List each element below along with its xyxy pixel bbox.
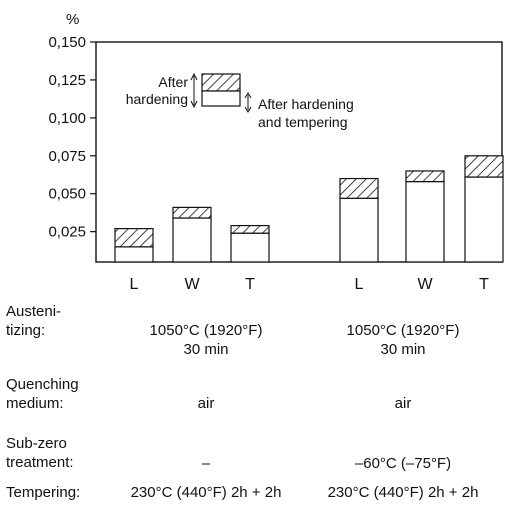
bar-hardened — [405, 170, 445, 183]
austenitizing-group2: 1050°C (1920°F) 30 min — [346, 322, 460, 358]
legend-label-hardening: After hardening — [126, 74, 189, 107]
legend-arrow-head-up — [244, 92, 252, 99]
austenitizing-group1: 1050°C (1920°F) 30 min — [149, 322, 263, 358]
plot-frame — [95, 41, 503, 263]
y-tick-label: 0,025 — [48, 224, 86, 241]
bar-hardened — [114, 228, 154, 248]
x-tick-label: L — [130, 276, 139, 293]
bar-tempered — [464, 176, 504, 263]
y-tick-label: 0,125 — [48, 72, 86, 89]
x-tick-label: T — [479, 276, 489, 293]
subzero-label: Sub-zero treatment: — [6, 435, 74, 471]
tempering-label: Tempering: — [6, 484, 81, 501]
x-tick-label: T — [245, 276, 255, 293]
bar-tempered — [339, 197, 379, 263]
quenching-group1: air — [197, 395, 215, 412]
y-tick-label: 0,100 — [48, 110, 86, 127]
bar-tempered — [230, 232, 270, 263]
y-tick-label: 0,050 — [48, 186, 86, 203]
tempering-group1: 230°C (440°F) 2h + 2h — [130, 484, 282, 501]
bar-tempered — [114, 246, 154, 263]
bar-tempered — [405, 180, 445, 263]
subzero-group2: –60°C (–75°F) — [354, 455, 452, 472]
x-tick-label: L — [355, 276, 364, 293]
y-tick-label: 0,150 — [48, 34, 86, 51]
austenitizing-label: Austeni-tizing: — [6, 303, 62, 339]
x-tick-label: W — [417, 276, 433, 293]
x-tick-label: W — [184, 276, 200, 293]
bar-hardened — [339, 177, 379, 199]
legend-arrow-head-down — [244, 106, 252, 113]
unit-label: % — [66, 11, 79, 28]
tempering-group2: 230°C (440°F) 2h + 2h — [327, 484, 479, 501]
legend-hatch-swatch — [201, 73, 241, 92]
legend-arrow-head-down — [190, 100, 198, 109]
bar-hardened — [172, 206, 212, 219]
bar-hardened — [230, 224, 270, 234]
y-axis: 0,150 0,125 0,100 0,075 0,050 0,025 — [48, 34, 96, 241]
bar-tempered — [172, 217, 212, 263]
legend: After hardening After hardening and temper… — [126, 72, 354, 130]
bar-hardened — [464, 155, 504, 178]
subzero-group1: – — [201, 455, 211, 472]
legend-plain-swatch — [201, 90, 241, 107]
legend-arrow-head-up — [190, 72, 198, 81]
bars — [114, 155, 504, 263]
legend-label-tempering: After hardening and tempering — [258, 96, 354, 130]
y-tick-label: 0,075 — [48, 148, 86, 165]
quenching-label: Quenching medium: — [6, 376, 79, 412]
quenching-group2: air — [394, 395, 412, 412]
